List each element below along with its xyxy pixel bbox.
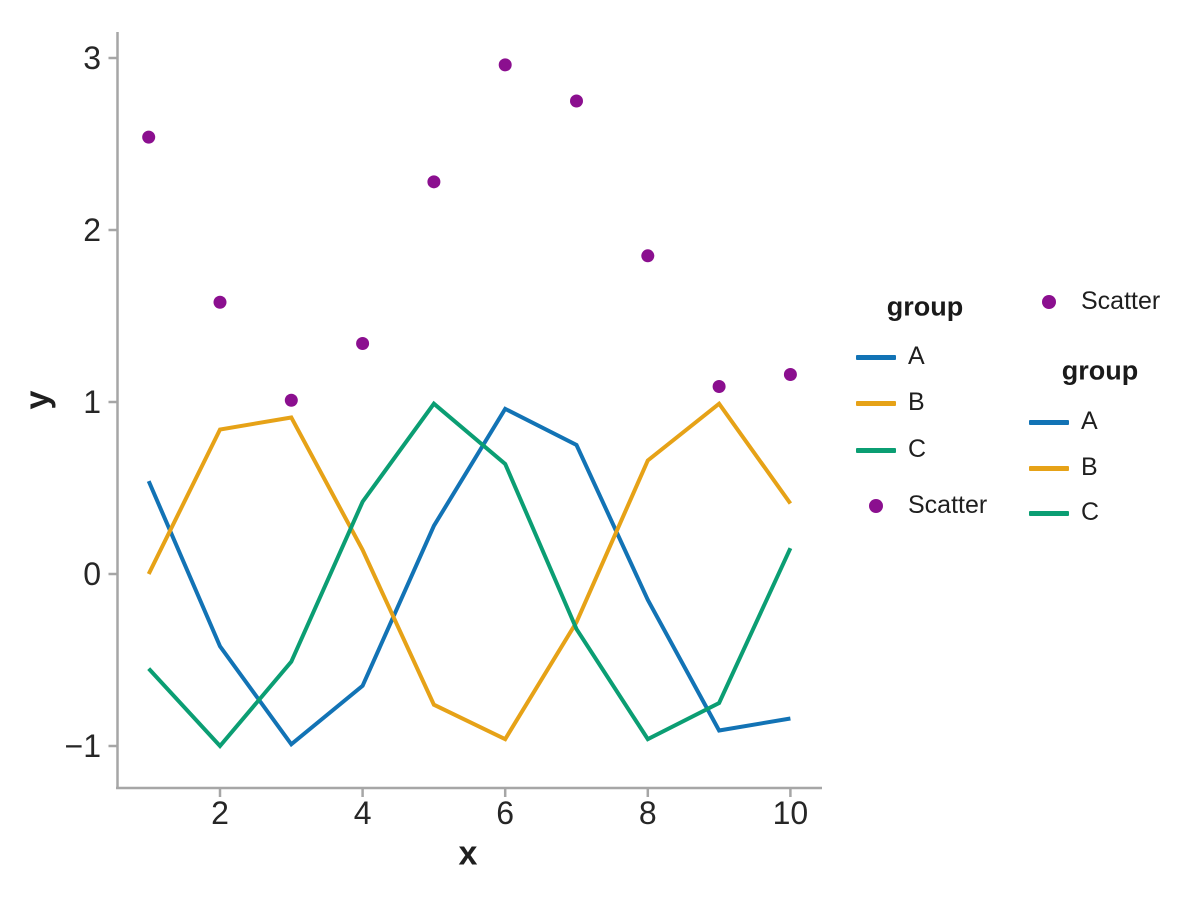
legend-entry-a: A — [1018, 399, 1200, 445]
legend-dot-swatch — [1042, 295, 1056, 309]
y-tick-label: −1 — [65, 728, 101, 764]
line-C — [147, 400, 793, 750]
scatter-point — [783, 367, 797, 381]
scatter-point — [284, 393, 298, 407]
legend-entry-label: Scatter — [908, 491, 988, 519]
y-tick-label: 1 — [83, 384, 101, 420]
scatter-point — [641, 249, 655, 263]
legend-line-swatch — [856, 447, 896, 453]
legend-title: group — [886, 291, 964, 322]
y-tick-label: 3 — [83, 40, 101, 76]
scatter-point — [498, 58, 512, 72]
scatter-point — [570, 94, 583, 108]
scatter-point — [142, 130, 156, 144]
x-tick-label: 2 — [211, 795, 229, 831]
legend-entry-c: C — [845, 427, 1045, 473]
legend-entry-a: A — [845, 334, 1045, 380]
line-A — [146, 406, 791, 748]
legend-dot-swatch — [869, 499, 883, 513]
y-tick-label: 0 — [83, 556, 101, 592]
legend-entry-label: C — [1081, 498, 1100, 526]
legend-entry-label: A — [1081, 407, 1098, 435]
legend-line-swatch — [1029, 510, 1069, 516]
x-tick-label: 6 — [496, 795, 514, 831]
legend-entry-label: Scatter — [1081, 287, 1161, 315]
scatter-point — [356, 337, 370, 351]
x-tick-label: 8 — [639, 795, 657, 831]
legend-entry-label: B — [908, 388, 925, 416]
y-axis-label: y — [18, 390, 57, 410]
x-tick-label: 10 — [773, 795, 809, 831]
legend-entry-b: B — [845, 380, 1045, 426]
legend-entry-b: B — [1018, 445, 1200, 491]
legend-line-swatch — [856, 354, 896, 360]
legend-line-swatch — [856, 400, 896, 406]
legend-title: group — [1061, 355, 1139, 386]
legend-line-swatch — [1029, 419, 1069, 425]
legend-entry-label: C — [908, 435, 927, 463]
x-tick-label: 4 — [354, 795, 372, 831]
legend-line-swatch — [1029, 465, 1069, 471]
legend-entry-scatter: Scatter — [1018, 279, 1200, 325]
legend-entry-scatter: Scatter — [845, 483, 1045, 529]
y-tick-label: 2 — [83, 212, 101, 248]
legend-entry-c: C — [1018, 490, 1200, 536]
line-B — [146, 400, 793, 742]
legend-entry-label: B — [1081, 453, 1098, 481]
scatter-point — [427, 175, 441, 189]
scatter-point — [213, 295, 227, 309]
scatter-point — [712, 380, 726, 394]
legend-entry-label: A — [908, 342, 925, 370]
x-axis-label: x — [458, 834, 478, 873]
